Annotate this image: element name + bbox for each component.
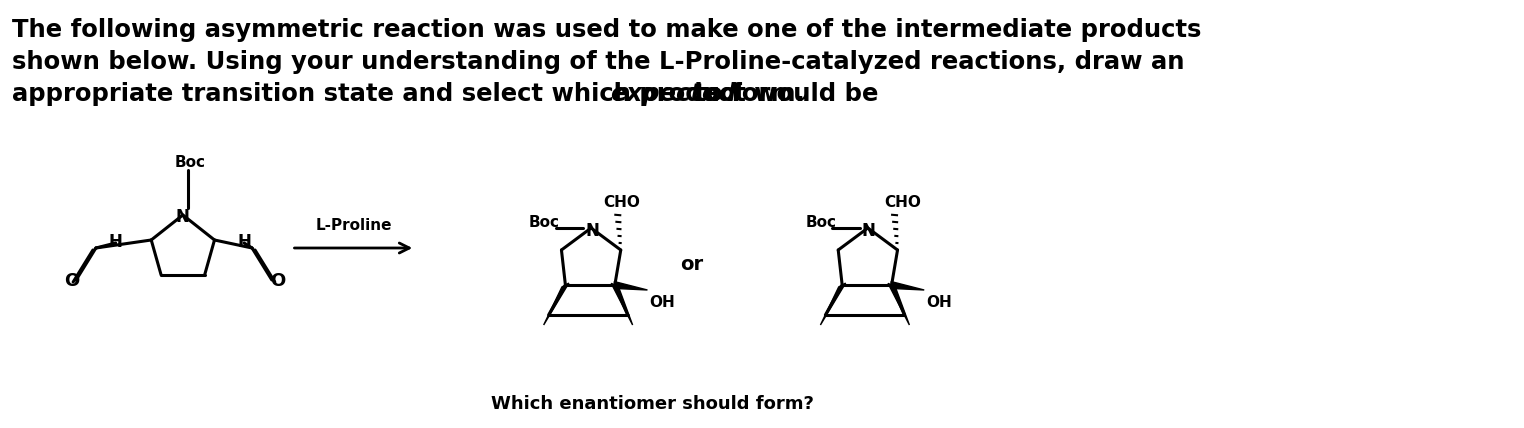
Text: Which enantiomer should form?: Which enantiomer should form? (491, 395, 814, 413)
Text: Boc: Boc (806, 215, 837, 230)
Text: CHO: CHO (604, 195, 640, 210)
Polygon shape (614, 282, 648, 290)
Text: OH: OH (649, 295, 675, 310)
Polygon shape (544, 283, 568, 325)
Polygon shape (820, 283, 846, 325)
Text: OH: OH (927, 295, 952, 310)
Text: shown below. Using your understanding of the L-Proline-catalyzed reactions, draw: shown below. Using your understanding of… (12, 50, 1184, 74)
Text: Boc: Boc (175, 155, 206, 170)
Text: H: H (238, 233, 251, 251)
Polygon shape (892, 282, 924, 290)
Text: Boc: Boc (529, 215, 559, 230)
Text: appropriate transition state and select which product would be: appropriate transition state and select … (12, 82, 887, 106)
Text: N: N (863, 222, 876, 240)
Polygon shape (611, 283, 632, 325)
Polygon shape (888, 283, 910, 325)
Text: N: N (585, 222, 599, 240)
Text: or: or (680, 255, 704, 274)
Text: expected: expected (610, 82, 736, 106)
Text: L-Proline: L-Proline (315, 218, 392, 233)
Text: The following asymmetric reaction was used to make one of the intermediate produ: The following asymmetric reaction was us… (12, 18, 1201, 42)
Text: CHO: CHO (884, 195, 922, 210)
Text: to form.: to form. (686, 82, 805, 106)
Text: O: O (270, 272, 285, 290)
Text: N: N (175, 208, 190, 226)
Text: O: O (64, 272, 79, 290)
Text: H: H (108, 233, 122, 251)
